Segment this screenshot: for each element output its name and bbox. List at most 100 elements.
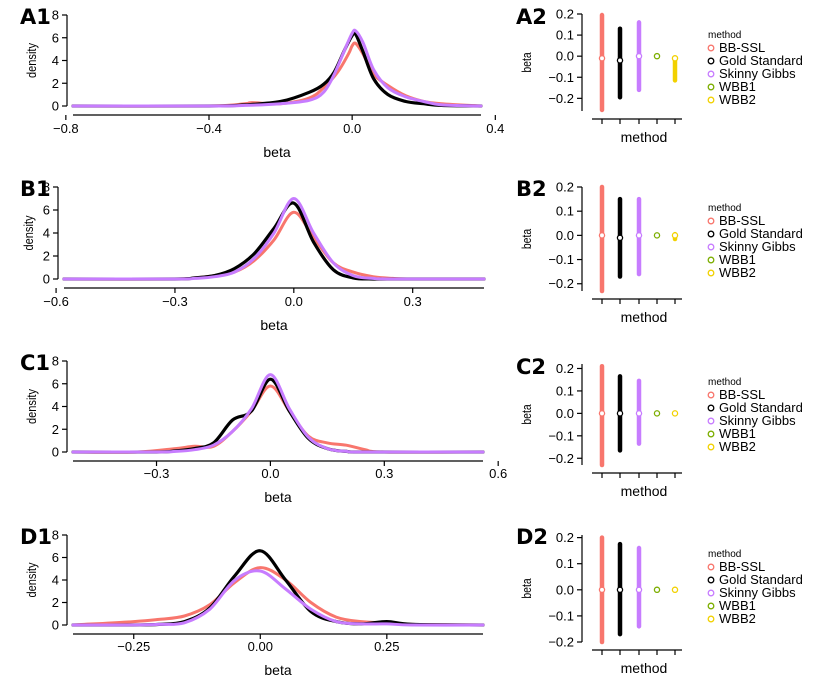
- legend-key-wbb1: [707, 256, 715, 264]
- legend-key-wbb2: [707, 443, 715, 451]
- x-tick-label: 0.0: [343, 121, 361, 136]
- y-tick-label: 2: [52, 76, 59, 91]
- y-tick-label: 4: [52, 573, 59, 588]
- y-tick-label: 6: [52, 30, 59, 45]
- legend-key-bb-ssl: [707, 391, 715, 399]
- y-tick-label: −0.2: [548, 451, 574, 466]
- legend-label: Gold Standard: [719, 53, 803, 68]
- x-axis-label: beta: [260, 317, 287, 333]
- legend-key-wbb2: [707, 96, 715, 104]
- legend-key-skinny-gibbs: [707, 589, 715, 597]
- legend-label: BB-SSL: [719, 387, 765, 402]
- y-tick-label: −0.2: [548, 276, 574, 291]
- y-tick-label: 0.1: [556, 383, 574, 398]
- x-axis-label: beta: [264, 662, 291, 678]
- legend-label: Gold Standard: [719, 226, 803, 241]
- legend-label: Skinny Gibbs: [719, 585, 796, 600]
- point-estimate-gold-standard: [616, 57, 624, 64]
- x-axis-label: beta: [264, 489, 291, 505]
- y-tick-label: −0.2: [548, 635, 574, 650]
- panel-a1: A1 −0.8 −0.4 0.0 0.4 0 2 4 6 8 beta density: [20, 5, 504, 160]
- y-axis-label: beta: [520, 52, 534, 73]
- x-tick-label: −0.4: [196, 121, 222, 136]
- x-tick-label: 0.0: [285, 294, 303, 309]
- legend-title: method: [708, 377, 741, 388]
- panel-label-b1: B1: [20, 177, 51, 201]
- y-tick-label: 2: [52, 422, 59, 437]
- y-tick-label: 6: [52, 550, 59, 565]
- y-tick-label: −0.1: [548, 428, 574, 443]
- legend-label: WBB1: [719, 598, 756, 613]
- y-tick-label: 8: [52, 528, 59, 543]
- panel-d2: D2 0.20.10.0−0.1−0.2methodbetamethodBB-SS…: [516, 525, 803, 676]
- y-tick-label: 0.2: [556, 530, 574, 545]
- legend-key-skinny-gibbs: [707, 70, 715, 78]
- x-tick-label: −0.3: [144, 466, 170, 481]
- y-tick-label: 4: [43, 226, 50, 241]
- legend-label: WBB1: [719, 252, 756, 267]
- legend-label: Skinny Gibbs: [719, 239, 796, 254]
- panel-a2: A2 0.20.10.0−0.1−0.2methodbetamethodBB-SS…: [516, 5, 803, 145]
- point-estimate-bb-ssl: [598, 232, 606, 239]
- density-curve-bb-ssl: [71, 41, 483, 108]
- legend-key-bb-ssl: [707, 217, 715, 225]
- x-tick-label: −0.25: [117, 639, 150, 654]
- point-estimate-gold-standard: [616, 234, 624, 242]
- legend-key-gold-standard: [707, 230, 715, 238]
- legend-label: WBB2: [719, 439, 756, 454]
- legend-label: BB-SSL: [719, 40, 765, 55]
- panel-b2: B2 0.20.10.0−0.1−0.2methodbetamethodBB-SS…: [516, 177, 803, 325]
- legend-label: Gold Standard: [719, 572, 803, 587]
- x-axis-label: method: [621, 483, 668, 499]
- y-tick-label: 6: [52, 376, 59, 391]
- x-tick-label: 0.0: [261, 466, 279, 481]
- x-tick-label: 0.00: [248, 639, 273, 654]
- y-tick-label: 0.0: [556, 49, 574, 64]
- legend-key-wbb2: [707, 269, 715, 277]
- y-tick-label: 0: [43, 272, 50, 287]
- x-axis-label: method: [621, 660, 668, 676]
- panel-label-c2: C2: [516, 355, 546, 379]
- legend-title: method: [708, 30, 741, 41]
- y-tick-label: −0.2: [548, 91, 574, 106]
- legend-key-wbb1: [707, 83, 715, 91]
- x-tick-label: −0.6: [43, 294, 69, 309]
- panel-label-d2: D2: [516, 525, 548, 549]
- legend-key-bb-ssl: [707, 44, 715, 52]
- y-tick-label: 4: [52, 53, 59, 68]
- legend-key-gold-standard: [707, 57, 715, 65]
- panel-c1: C1 −0.3 0.0 0.3 0.6 0 2 4 6 8 beta density: [20, 351, 507, 505]
- y-tick-label: 0.2: [556, 180, 574, 195]
- y-tick-label: 0: [52, 445, 59, 460]
- density-curve-skinny-gibbs: [71, 28, 483, 108]
- y-tick-label: 0.1: [556, 204, 574, 219]
- panel-label-a2: A2: [516, 5, 547, 29]
- x-axis-label: method: [621, 309, 668, 325]
- y-tick-label: 0.0: [556, 228, 574, 243]
- y-axis-label: beta: [520, 404, 534, 425]
- legend-label: BB-SSL: [719, 559, 765, 574]
- point-estimate-wbb2: [671, 586, 679, 594]
- panel-d1: D1 −0.25 0.00 0.25 0 2 4 6 8 beta density: [20, 525, 485, 678]
- legend-key-wbb2: [707, 615, 715, 623]
- y-axis-label: beta: [520, 578, 534, 599]
- point-estimate-skinny-gibbs: [635, 232, 643, 239]
- point-estimate-skinny-gibbs: [635, 52, 643, 60]
- y-tick-label: 2: [43, 249, 50, 264]
- x-tick-label: 0.3: [404, 294, 422, 309]
- legend-label: Gold Standard: [719, 400, 803, 415]
- density-curve-skinny-gibbs: [71, 569, 485, 627]
- point-estimate-skinny-gibbs: [635, 410, 643, 417]
- y-tick-label: 8: [43, 180, 50, 195]
- legend-label: WBB2: [719, 611, 756, 626]
- panel-label-a1: A1: [20, 5, 51, 29]
- point-estimate-wbb2: [671, 232, 679, 239]
- point-estimate-gold-standard: [616, 586, 624, 594]
- y-tick-label: −0.1: [548, 608, 574, 623]
- y-tick-label: 0.1: [556, 28, 574, 43]
- x-tick-label: 0.6: [489, 466, 507, 481]
